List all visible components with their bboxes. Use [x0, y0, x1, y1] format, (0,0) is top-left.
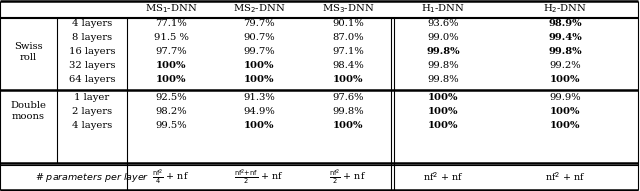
- Text: 100%: 100%: [550, 75, 580, 84]
- Text: 97.1%: 97.1%: [332, 48, 364, 57]
- Text: MS$_2$-DNN: MS$_2$-DNN: [233, 3, 285, 15]
- Text: 92.5%: 92.5%: [155, 92, 187, 101]
- Text: 99.8%: 99.8%: [548, 48, 582, 57]
- Text: 98.2%: 98.2%: [155, 107, 187, 116]
- Text: 100%: 100%: [550, 121, 580, 129]
- Text: 98.9%: 98.9%: [548, 19, 582, 28]
- Text: 100%: 100%: [550, 107, 580, 116]
- Text: MS$_1$-DNN: MS$_1$-DNN: [145, 3, 197, 15]
- Text: 32 layers: 32 layers: [68, 62, 115, 70]
- Text: 99.2%: 99.2%: [549, 62, 581, 70]
- Text: 99.5%: 99.5%: [155, 121, 187, 129]
- Text: 77.1%: 77.1%: [155, 19, 187, 28]
- Text: 93.6%: 93.6%: [428, 19, 459, 28]
- Text: H$_2$-DNN: H$_2$-DNN: [543, 3, 587, 15]
- Text: 97.7%: 97.7%: [155, 48, 187, 57]
- Text: 97.6%: 97.6%: [332, 92, 364, 101]
- Text: # $\it{parameters\ per\ layer}$: # $\it{parameters\ per\ layer}$: [35, 171, 149, 184]
- Text: 100%: 100%: [244, 121, 275, 129]
- Text: 87.0%: 87.0%: [332, 33, 364, 43]
- Text: 100%: 100%: [333, 121, 364, 129]
- Text: 16 layers: 16 layers: [68, 48, 115, 57]
- Text: 100%: 100%: [156, 62, 186, 70]
- Text: nf$^2$ + nf: nf$^2$ + nf: [423, 171, 463, 183]
- Text: 99.8%: 99.8%: [427, 62, 459, 70]
- Text: H$_1$-DNN: H$_1$-DNN: [421, 3, 465, 15]
- Text: 4 layers: 4 layers: [72, 121, 112, 129]
- Text: 8 layers: 8 layers: [72, 33, 112, 43]
- Text: 1 layer: 1 layer: [74, 92, 109, 101]
- Text: 99.8%: 99.8%: [427, 75, 459, 84]
- Text: 91.5 %: 91.5 %: [154, 33, 188, 43]
- Text: 79.7%: 79.7%: [243, 19, 275, 28]
- Text: $\frac{\mathrm{nf}^2}{2}$ + nf: $\frac{\mathrm{nf}^2}{2}$ + nf: [330, 168, 367, 186]
- Text: 100%: 100%: [428, 92, 458, 101]
- Text: MS$_3$-DNN: MS$_3$-DNN: [322, 3, 374, 15]
- Text: 94.9%: 94.9%: [243, 107, 275, 116]
- Text: 99.8%: 99.8%: [332, 107, 364, 116]
- Text: 4 layers: 4 layers: [72, 19, 112, 28]
- Text: $\frac{\mathrm{nf}^2}{4}$ + nf: $\frac{\mathrm{nf}^2}{4}$ + nf: [152, 168, 189, 186]
- Text: 98.4%: 98.4%: [332, 62, 364, 70]
- Text: 99.9%: 99.9%: [549, 92, 581, 101]
- Text: 99.7%: 99.7%: [243, 48, 275, 57]
- Text: 100%: 100%: [333, 75, 364, 84]
- Text: 99.8%: 99.8%: [426, 48, 460, 57]
- Text: 99.4%: 99.4%: [548, 33, 582, 43]
- Text: 2 layers: 2 layers: [72, 107, 112, 116]
- Text: 100%: 100%: [244, 75, 275, 84]
- Text: nf$^2$ + nf: nf$^2$ + nf: [545, 171, 585, 183]
- Text: 90.7%: 90.7%: [243, 33, 275, 43]
- Text: 99.0%: 99.0%: [427, 33, 459, 43]
- Text: 90.1%: 90.1%: [332, 19, 364, 28]
- Text: $\frac{\mathrm{nf}^2\!+\!\mathrm{nf}}{2}$ + nf: $\frac{\mathrm{nf}^2\!+\!\mathrm{nf}}{2}…: [234, 168, 284, 186]
- Text: Double
moons: Double moons: [10, 101, 46, 121]
- Text: 100%: 100%: [156, 75, 186, 84]
- Text: 100%: 100%: [428, 121, 458, 129]
- Text: 64 layers: 64 layers: [68, 75, 115, 84]
- Text: 91.3%: 91.3%: [243, 92, 275, 101]
- Text: Swiss
roll: Swiss roll: [13, 42, 42, 62]
- Text: 100%: 100%: [244, 62, 275, 70]
- Text: 100%: 100%: [428, 107, 458, 116]
